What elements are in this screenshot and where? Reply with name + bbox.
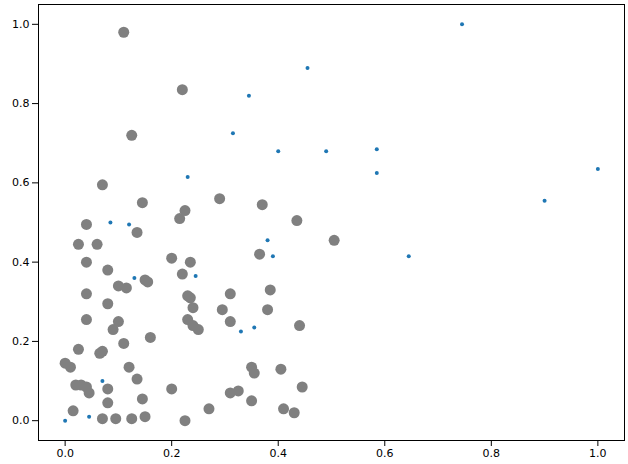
svg-text:0.0: 0.0 [12,414,30,427]
svg-text:0.8: 0.8 [483,447,501,460]
svg-text:0.2: 0.2 [12,335,30,348]
svg-text:0.2: 0.2 [163,447,181,460]
svg-text:0.4: 0.4 [12,256,30,269]
svg-text:0.6: 0.6 [12,176,30,189]
svg-text:1.0: 1.0 [589,447,607,460]
svg-text:0.4: 0.4 [269,447,287,460]
svg-text:0.6: 0.6 [376,447,394,460]
svg-text:0.0: 0.0 [56,447,74,460]
svg-text:0.8: 0.8 [12,97,30,110]
svg-text:1.0: 1.0 [12,18,30,31]
